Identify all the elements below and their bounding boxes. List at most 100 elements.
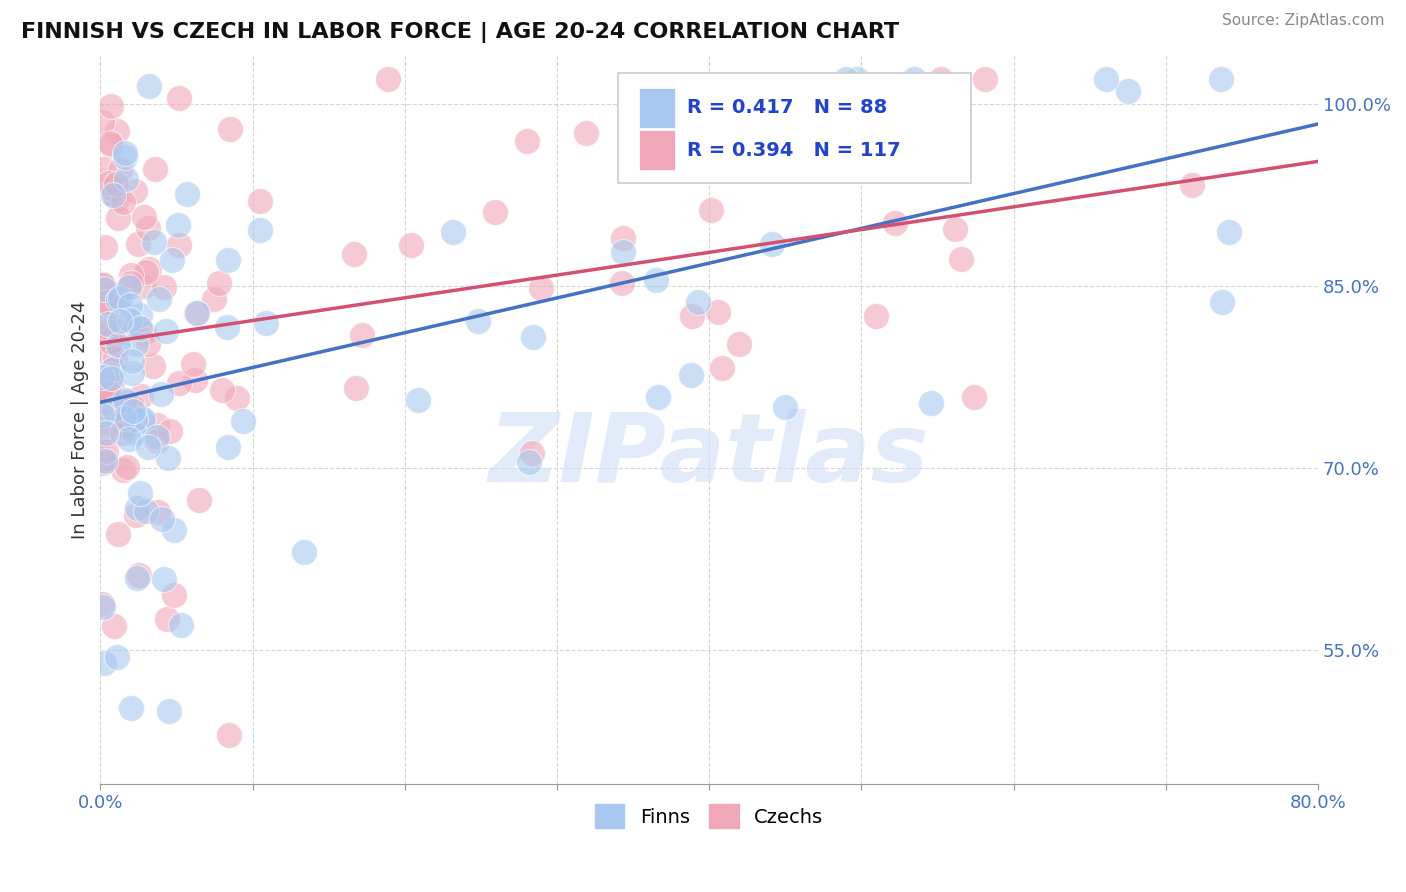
Point <box>865 310 887 324</box>
Point <box>90 380 112 394</box>
Point <box>97 317 120 331</box>
Point <box>110 291 132 305</box>
Point <box>122 404 145 418</box>
Point <box>211 383 233 397</box>
Point <box>125 508 148 522</box>
FancyBboxPatch shape <box>617 73 972 183</box>
Legend: Finns, Czechs: Finns, Czechs <box>588 797 831 836</box>
Point <box>108 163 131 178</box>
Point <box>249 222 271 236</box>
Point <box>167 376 190 391</box>
Point <box>100 368 122 383</box>
Point <box>124 318 146 333</box>
Point <box>122 425 145 440</box>
Point <box>973 72 995 87</box>
Point <box>135 503 157 517</box>
FancyBboxPatch shape <box>638 130 675 170</box>
Point <box>150 512 173 526</box>
Point <box>202 292 225 306</box>
Point <box>208 277 231 291</box>
Point <box>107 338 129 352</box>
Point <box>217 440 239 454</box>
Point <box>226 392 249 406</box>
Point <box>711 361 734 376</box>
Point <box>105 192 128 206</box>
Point <box>121 408 143 422</box>
Point <box>136 220 159 235</box>
Point <box>136 440 159 454</box>
Point <box>103 402 125 417</box>
Point <box>100 335 122 350</box>
Point <box>112 418 135 433</box>
Point <box>519 454 541 468</box>
Point <box>100 370 122 384</box>
Point <box>167 91 190 105</box>
Point <box>146 418 169 433</box>
Point <box>170 618 193 632</box>
Point <box>159 424 181 438</box>
Point <box>124 184 146 198</box>
Point <box>100 138 122 153</box>
Point <box>100 375 122 389</box>
Point <box>90 430 112 444</box>
Text: Source: ZipAtlas.com: Source: ZipAtlas.com <box>1222 13 1385 29</box>
FancyBboxPatch shape <box>638 87 675 128</box>
Point <box>167 218 190 232</box>
Point <box>135 265 157 279</box>
Point <box>100 286 122 301</box>
Point <box>610 276 633 290</box>
Point <box>219 121 242 136</box>
Point <box>887 94 910 108</box>
Point <box>120 276 142 290</box>
Point <box>121 399 143 413</box>
Point <box>105 650 128 665</box>
Point <box>117 459 139 474</box>
Point <box>1095 72 1118 87</box>
Point <box>93 240 115 254</box>
Point <box>188 493 211 508</box>
Point <box>93 453 115 467</box>
Point <box>94 425 117 440</box>
Point <box>107 325 129 339</box>
Point <box>146 430 169 444</box>
Point <box>155 612 177 626</box>
Point <box>112 194 135 209</box>
Point <box>163 588 186 602</box>
Point <box>522 330 544 344</box>
Point <box>100 334 122 348</box>
Point <box>399 238 422 252</box>
Point <box>118 280 141 294</box>
Point <box>98 136 121 151</box>
Point <box>91 162 114 177</box>
Point <box>129 388 152 402</box>
Point <box>686 295 709 310</box>
Point <box>254 316 277 330</box>
Point <box>148 292 170 306</box>
Point <box>108 314 131 328</box>
Point <box>920 396 942 410</box>
Point <box>90 408 112 422</box>
Point <box>217 253 239 268</box>
Point <box>100 98 122 112</box>
Point <box>115 172 138 186</box>
Point <box>846 72 869 87</box>
Point <box>112 410 135 425</box>
Point <box>96 396 118 410</box>
Point <box>155 324 177 338</box>
Point <box>612 231 634 245</box>
Point <box>115 395 138 409</box>
Point <box>516 134 538 148</box>
Point <box>101 187 124 202</box>
Point <box>105 124 128 138</box>
Point <box>93 452 115 467</box>
Point <box>98 349 121 363</box>
Point <box>114 393 136 408</box>
Point <box>128 320 150 334</box>
Point <box>679 368 702 383</box>
Point <box>128 308 150 322</box>
Point <box>128 568 150 582</box>
Point <box>121 354 143 368</box>
Point <box>143 162 166 177</box>
Text: R = 0.417   N = 88: R = 0.417 N = 88 <box>688 98 887 117</box>
Point <box>103 619 125 633</box>
